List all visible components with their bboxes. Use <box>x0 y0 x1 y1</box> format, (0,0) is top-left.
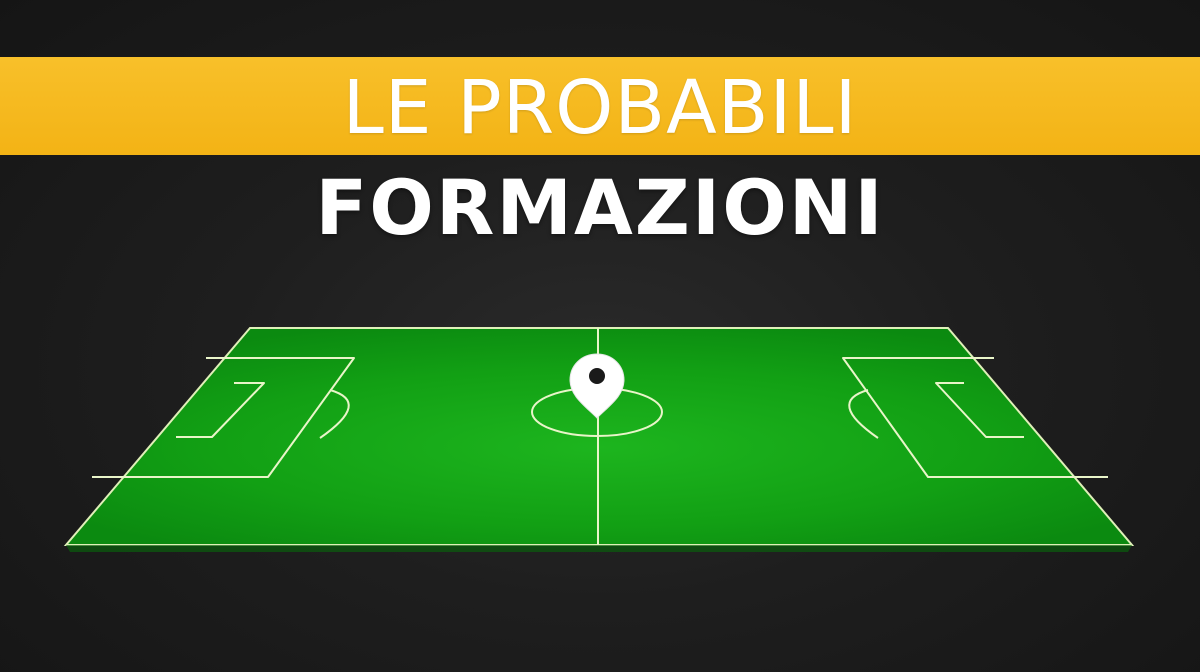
left-goal-area <box>176 382 265 438</box>
headline-line-1: LE PROBABILI <box>342 65 858 151</box>
location-pin-icon <box>569 353 625 419</box>
right-penalty-area <box>842 357 1108 478</box>
left-penalty-arc <box>319 389 350 439</box>
right-penalty-arc <box>848 389 879 439</box>
left-penalty-area <box>92 357 355 478</box>
right-goal-area <box>935 382 1024 438</box>
headline-banner <box>0 57 1200 155</box>
headline-line-2: FORMAZIONI <box>315 163 885 252</box>
